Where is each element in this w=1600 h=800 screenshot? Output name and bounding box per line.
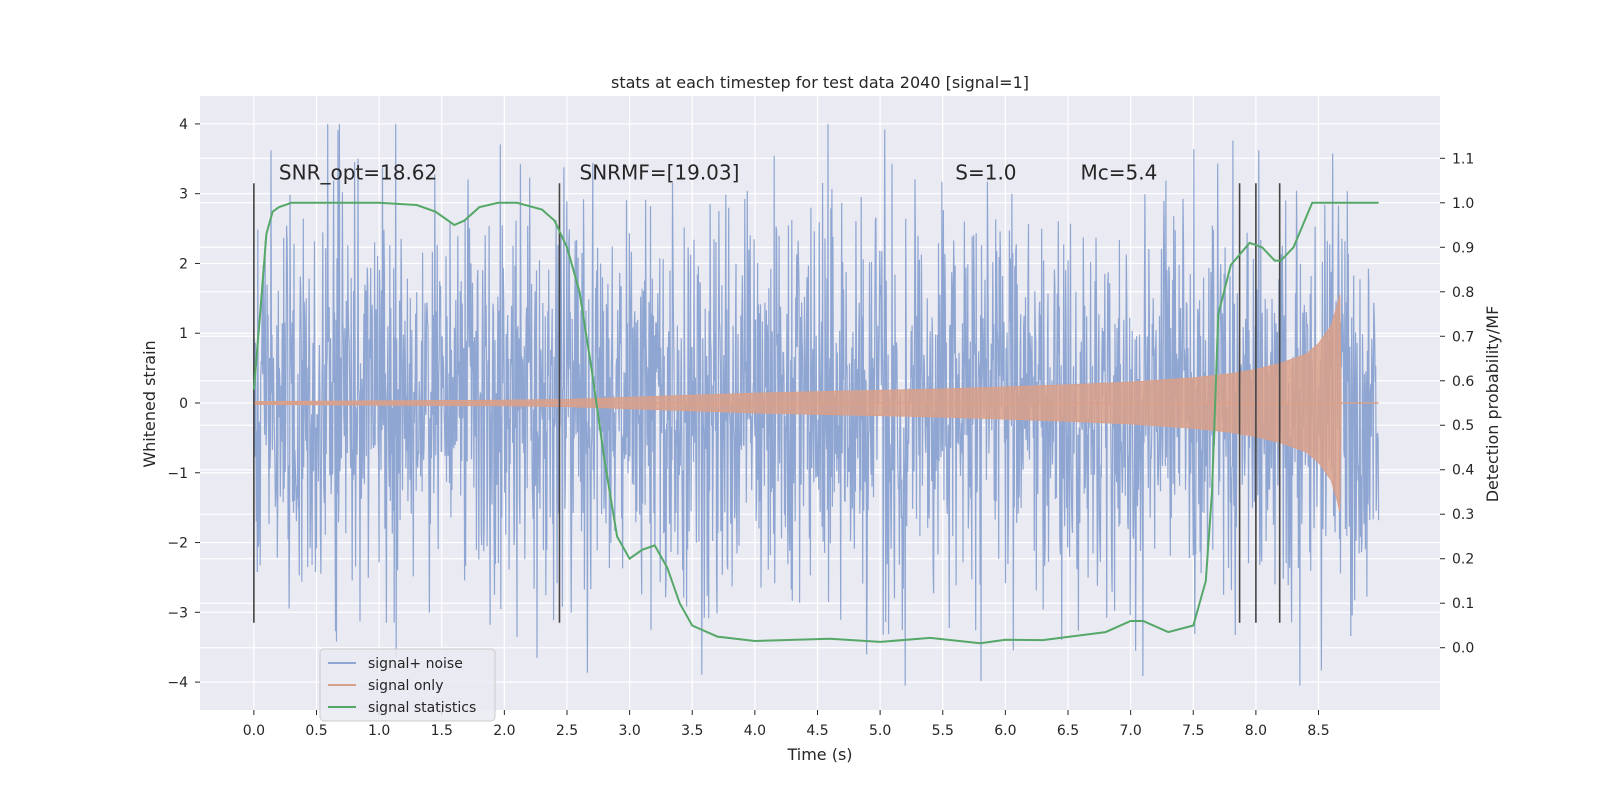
y2-tick-label: 0.3 xyxy=(1452,507,1474,523)
legend-label: signal only xyxy=(368,678,443,694)
x-tick-label: 2.5 xyxy=(556,723,578,739)
x-tick-label: 1.5 xyxy=(431,723,453,739)
x-tick-label: 6.0 xyxy=(994,723,1016,739)
legend: signal+ noise signal only signal statistic… xyxy=(319,648,496,722)
y2-tick-label: 0.9 xyxy=(1452,240,1474,256)
signal-series xyxy=(253,294,1379,512)
x-tick-label: 7.5 xyxy=(1182,723,1204,739)
y-tick-label: 4 xyxy=(179,117,188,133)
stats-series xyxy=(252,201,1379,645)
y2-tick-label: 1.0 xyxy=(1452,196,1474,212)
y2-tick-label: 1.1 xyxy=(1452,151,1474,167)
x-axis: 0.0 0.5 1.0 1.5 2.0 2.5 3.0 3.5 4.0 4.5 5.0 5.5 6.0 6… xyxy=(243,710,1330,739)
y-axis-right: 0.0 0.1 0.2 0.3 0.4 0.5 0.6 0.7 0.8 0.9 1.0 1.1 xyxy=(1440,151,1474,657)
y-axis-left: −4 −3 −2 −1 0 1 2 3 4 xyxy=(167,117,200,691)
y2-tick-label: 0.0 xyxy=(1452,641,1474,657)
y2-tick-label: 0.8 xyxy=(1452,285,1474,301)
x-tick-label: 7.0 xyxy=(1119,723,1141,739)
y2-tick-label: 0.7 xyxy=(1452,329,1474,345)
x-tick-label: 3.5 xyxy=(681,723,703,739)
stats-line xyxy=(252,201,1379,645)
x-tick-label: 6.5 xyxy=(1057,723,1079,739)
annotation: Mc=5.4 xyxy=(1081,161,1158,185)
x-tick-label: 8.5 xyxy=(1307,723,1329,739)
y-tick-label: 0 xyxy=(179,396,188,412)
y-axis-label: Whitened strain xyxy=(140,340,159,467)
x-axis-label: Time (s) xyxy=(786,745,852,764)
annotation: S=1.0 xyxy=(955,161,1016,185)
y-tick-label: −2 xyxy=(167,536,188,552)
annotation: SNRMF=[19.03] xyxy=(580,161,740,185)
y-tick-label: −3 xyxy=(167,605,188,621)
y-tick-label: 2 xyxy=(179,256,188,272)
legend-label: signal+ noise xyxy=(368,656,463,672)
x-tick-label: 8.0 xyxy=(1245,723,1267,739)
y2-tick-label: 0.4 xyxy=(1452,463,1474,479)
y2-tick-label: 0.6 xyxy=(1452,374,1474,390)
x-tick-label: 1.0 xyxy=(368,723,390,739)
y-tick-label: 3 xyxy=(179,187,188,203)
y-tick-label: 1 xyxy=(179,326,188,342)
y2-tick-label: 0.1 xyxy=(1452,596,1474,612)
chart-title: stats at each timestep for test data 204… xyxy=(611,73,1029,92)
y2-tick-label: 0.2 xyxy=(1452,552,1474,568)
legend-box xyxy=(319,648,496,722)
x-tick-label: 4.5 xyxy=(806,723,828,739)
y-tick-label: −1 xyxy=(167,466,188,482)
annotation: SNR_opt=18.62 xyxy=(279,161,437,185)
y2-axis-label: Detection probability/MF xyxy=(1483,306,1502,503)
x-tick-label: 4.0 xyxy=(744,723,766,739)
marker-lines xyxy=(253,183,1281,623)
x-tick-label: 2.0 xyxy=(493,723,515,739)
x-tick-label: 5.0 xyxy=(869,723,891,739)
annotations: SNR_opt=18.62 SNRMF=[19.03] S=1.0 Mc=5.4 xyxy=(279,161,1157,185)
legend-label: signal statistics xyxy=(368,700,476,716)
x-tick-label: 3.0 xyxy=(618,723,640,739)
y-tick-label: −4 xyxy=(167,675,188,691)
x-tick-label: 0.0 xyxy=(243,723,265,739)
x-tick-label: 5.5 xyxy=(932,723,954,739)
x-tick-label: 0.5 xyxy=(305,723,327,739)
y2-tick-label: 0.5 xyxy=(1452,418,1474,434)
